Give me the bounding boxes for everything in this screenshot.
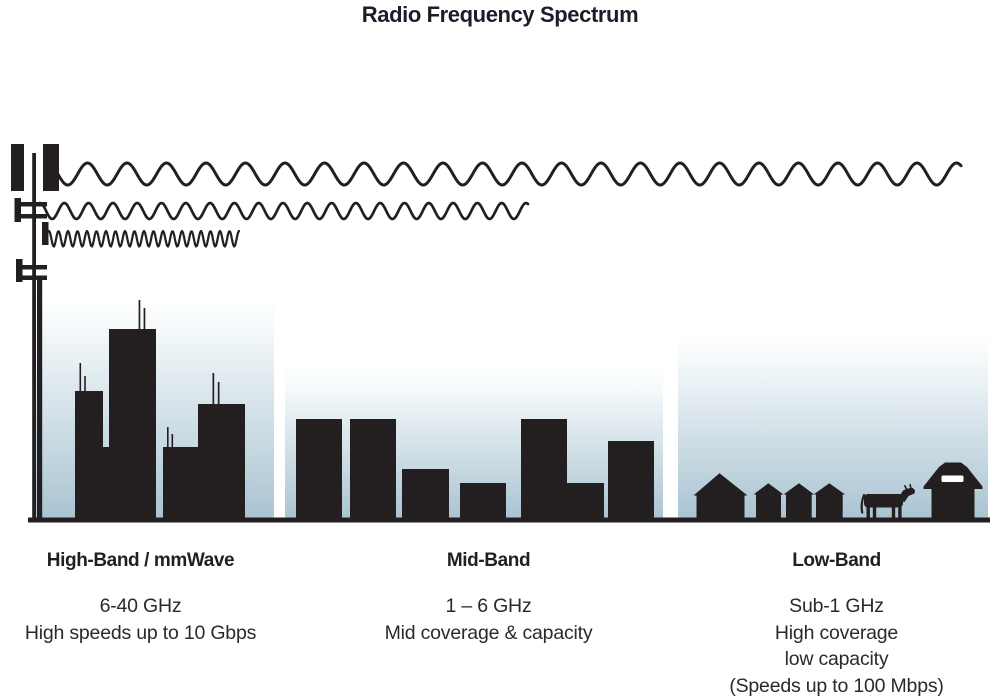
spectrum-illustration (11, 144, 990, 523)
diagram-title: Radio Frequency Spectrum (361, 2, 639, 27)
rooftop-antenna (167, 427, 169, 447)
antenna-panel-left (11, 144, 24, 191)
low-band-caption: Low-Band Sub-1 GHz High coverage low cap… (714, 549, 959, 699)
high-band-title: High-Band / mmWave (46, 550, 235, 571)
low-band-frequency: Sub-1 GHz (789, 595, 884, 617)
tower-mast-lower (37, 278, 43, 520)
building (521, 419, 567, 518)
skyscraper (102, 447, 111, 518)
low-band-title: Low-Band (792, 550, 881, 571)
antenna-panel-right (43, 144, 59, 191)
house (813, 483, 846, 518)
house (693, 473, 748, 518)
skyscraper (198, 404, 245, 518)
city-skyline-icon (75, 300, 245, 518)
cow-body (864, 494, 903, 508)
rural-scene (693, 462, 983, 519)
skyscraper (163, 447, 200, 518)
rooftop-antenna (143, 308, 146, 329)
small-antenna-panel (42, 222, 49, 245)
rooftop-antenna (84, 376, 86, 391)
tower-crossbar (18, 214, 47, 219)
rooftop-antenna (138, 300, 141, 329)
building (460, 483, 506, 518)
building (296, 419, 342, 518)
barn-door-crossbuck (936, 492, 970, 518)
skyscraper (109, 329, 156, 518)
building (402, 469, 449, 518)
mid-band-frequency: 1 – 6 GHz (445, 595, 532, 617)
cow-tail (860, 493, 866, 514)
tower-mast (32, 153, 36, 520)
mid-band-caption: Mid-Band 1 – 6 GHz Mid coverage & capaci… (366, 549, 611, 646)
rooftop-antenna (217, 382, 220, 404)
rooftop-antenna (79, 363, 82, 391)
mid-band-description: Mid coverage & capacity (384, 621, 593, 644)
building (350, 419, 396, 518)
long-wavelength-wave-icon (46, 161, 963, 187)
rooftop-antenna (171, 434, 174, 447)
house (753, 483, 784, 518)
low-band-capacity: low capacity (784, 648, 889, 670)
low-band-coverage: High coverage (774, 621, 899, 644)
ground-line (28, 517, 990, 523)
cow-leg (872, 505, 877, 518)
high-band-frequency: 6-40 GHz (99, 595, 182, 617)
cow-horns (904, 484, 912, 490)
hayloft-opening (941, 475, 964, 482)
small-antenna-panel (14, 198, 21, 222)
house (783, 483, 815, 518)
cell-tower-icon (11, 144, 59, 520)
houses-icon (693, 473, 846, 518)
mid-band-title: Mid-Band (446, 550, 531, 571)
cow-head (897, 487, 915, 502)
tower-crossbar (18, 275, 47, 280)
rooftop-antenna (212, 373, 215, 404)
mid-rise-buildings-icon (296, 419, 654, 518)
cow-icon (860, 484, 915, 518)
high-band-caption: High-Band / mmWave 6-40 GHz High speeds … (18, 549, 263, 646)
cow-leg (866, 505, 870, 518)
building (567, 483, 604, 518)
high-band-description: High speeds up to 10 Gbps (24, 621, 257, 644)
skyscraper (75, 391, 103, 518)
tower-crossbar (18, 202, 47, 207)
low-band-speed: (Speeds up to 100 Mbps) (729, 674, 944, 697)
building (608, 441, 654, 518)
medium-wavelength-wave-icon (38, 201, 530, 221)
cow-leg (891, 505, 896, 518)
short-wavelength-wave-icon (47, 229, 241, 248)
tower-crossbar (18, 265, 47, 270)
cow-leg (898, 505, 902, 518)
small-antenna-panel (16, 259, 23, 282)
radio-waves (38, 161, 963, 248)
